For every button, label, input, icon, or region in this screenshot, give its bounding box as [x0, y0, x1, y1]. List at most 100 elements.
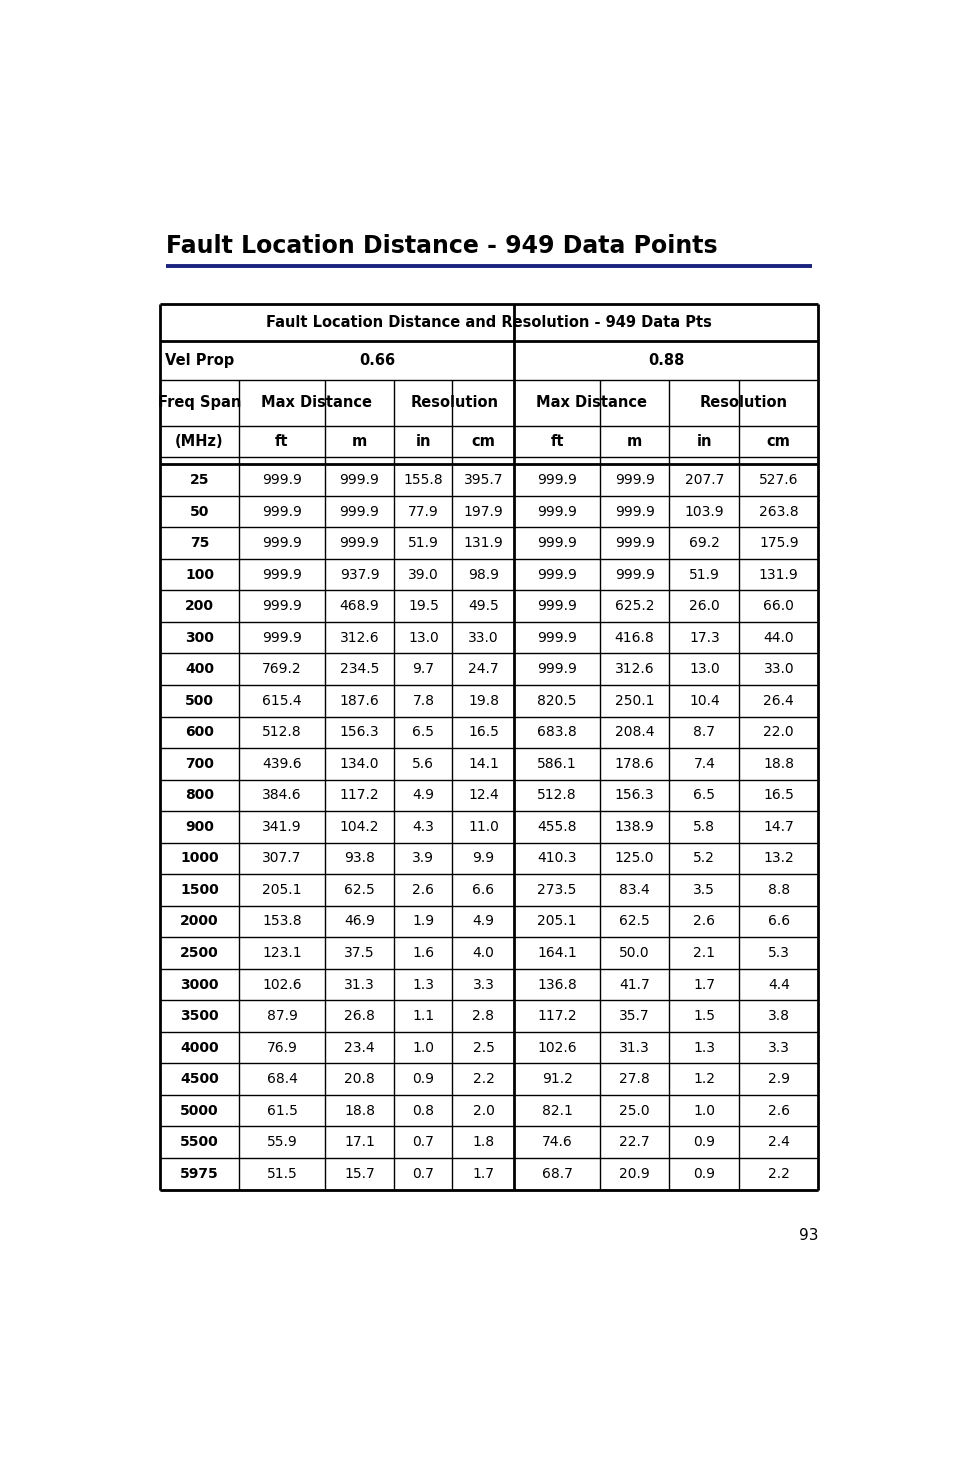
Text: 5.3: 5.3 [767, 945, 789, 960]
Text: 14.1: 14.1 [468, 757, 498, 771]
Text: 999.9: 999.9 [537, 599, 577, 614]
Text: 0.66: 0.66 [358, 353, 395, 367]
Text: 13.0: 13.0 [688, 662, 719, 676]
Text: 55.9: 55.9 [266, 1136, 297, 1149]
Text: 15.7: 15.7 [344, 1167, 375, 1181]
Text: 69.2: 69.2 [688, 535, 720, 550]
Text: 26.0: 26.0 [688, 599, 719, 614]
Text: 87.9: 87.9 [266, 1009, 297, 1024]
Text: 9.9: 9.9 [472, 851, 494, 866]
Text: 156.3: 156.3 [614, 788, 654, 802]
Text: 104.2: 104.2 [339, 820, 379, 833]
Text: 103.9: 103.9 [684, 504, 723, 519]
Text: 83.4: 83.4 [618, 884, 649, 897]
Text: 2.9: 2.9 [767, 1072, 789, 1086]
Text: Fault Location Distance - 949 Data Points: Fault Location Distance - 949 Data Point… [166, 235, 717, 258]
Text: cm: cm [471, 434, 495, 448]
Text: 312.6: 312.6 [614, 662, 654, 676]
Text: 207.7: 207.7 [684, 473, 723, 487]
Text: 1.0: 1.0 [693, 1103, 715, 1118]
Text: 307.7: 307.7 [262, 851, 301, 866]
Text: 7.8: 7.8 [412, 693, 434, 708]
Text: 6.5: 6.5 [693, 788, 715, 802]
Text: 1.1: 1.1 [412, 1009, 434, 1024]
Text: 999.9: 999.9 [537, 662, 577, 676]
Text: 18.8: 18.8 [344, 1103, 375, 1118]
Text: 91.2: 91.2 [541, 1072, 572, 1086]
Text: 0.9: 0.9 [412, 1072, 434, 1086]
Text: 999.9: 999.9 [614, 473, 654, 487]
Text: 23.4: 23.4 [344, 1041, 375, 1055]
Text: 41.7: 41.7 [618, 978, 649, 991]
Text: 93: 93 [798, 1229, 818, 1243]
Text: 6.5: 6.5 [412, 726, 434, 739]
Text: in: in [416, 434, 431, 448]
Text: 26.8: 26.8 [344, 1009, 375, 1024]
Text: 410.3: 410.3 [537, 851, 577, 866]
Text: 156.3: 156.3 [339, 726, 379, 739]
Text: 51.5: 51.5 [266, 1167, 297, 1181]
Text: 615.4: 615.4 [262, 693, 301, 708]
Text: 68.7: 68.7 [541, 1167, 572, 1181]
Text: 13.2: 13.2 [762, 851, 793, 866]
Text: 18.8: 18.8 [762, 757, 794, 771]
Text: 22.7: 22.7 [618, 1136, 649, 1149]
Text: 1.3: 1.3 [693, 1041, 715, 1055]
Text: 2.2: 2.2 [767, 1167, 789, 1181]
Text: 2.6: 2.6 [767, 1103, 789, 1118]
Text: 600: 600 [185, 726, 213, 739]
Text: 683.8: 683.8 [537, 726, 577, 739]
Text: 3.5: 3.5 [693, 884, 715, 897]
Text: 14.7: 14.7 [762, 820, 793, 833]
Text: 134.0: 134.0 [339, 757, 379, 771]
Text: 25.0: 25.0 [618, 1103, 649, 1118]
Text: Vel Prop: Vel Prop [165, 353, 233, 367]
Text: 5.2: 5.2 [693, 851, 715, 866]
Text: 1.7: 1.7 [693, 978, 715, 991]
Text: 999.9: 999.9 [614, 568, 654, 581]
Text: 131.9: 131.9 [758, 568, 798, 581]
Text: 0.9: 0.9 [693, 1167, 715, 1181]
Text: 11.0: 11.0 [468, 820, 498, 833]
Text: 123.1: 123.1 [262, 945, 301, 960]
Text: 395.7: 395.7 [463, 473, 503, 487]
Text: 82.1: 82.1 [541, 1103, 572, 1118]
Text: 3.3: 3.3 [767, 1041, 789, 1055]
Text: 35.7: 35.7 [618, 1009, 649, 1024]
Text: 999.9: 999.9 [262, 631, 301, 645]
Text: 17.3: 17.3 [688, 631, 719, 645]
Text: 439.6: 439.6 [262, 757, 301, 771]
Text: ft: ft [275, 434, 289, 448]
Text: 62.5: 62.5 [618, 914, 649, 928]
Text: m: m [626, 434, 641, 448]
Text: 937.9: 937.9 [339, 568, 379, 581]
Text: 4500: 4500 [180, 1072, 218, 1086]
Text: Freq Span: Freq Span [157, 395, 241, 410]
Text: 263.8: 263.8 [759, 504, 798, 519]
Text: 400: 400 [185, 662, 213, 676]
Text: Max Distance: Max Distance [536, 395, 647, 410]
Text: 455.8: 455.8 [537, 820, 577, 833]
Text: 25: 25 [190, 473, 209, 487]
Text: 178.6: 178.6 [614, 757, 654, 771]
Text: 4.9: 4.9 [472, 914, 494, 928]
Text: 3.8: 3.8 [767, 1009, 789, 1024]
Text: 2.6: 2.6 [693, 914, 715, 928]
Text: 999.9: 999.9 [537, 568, 577, 581]
Text: 999.9: 999.9 [339, 504, 379, 519]
Text: 100: 100 [185, 568, 213, 581]
Text: cm: cm [766, 434, 790, 448]
Text: Max Distance: Max Distance [261, 395, 372, 410]
Text: 999.9: 999.9 [537, 504, 577, 519]
Text: 10.4: 10.4 [688, 693, 719, 708]
Text: 527.6: 527.6 [759, 473, 798, 487]
Text: 33.0: 33.0 [762, 662, 793, 676]
Text: 17.1: 17.1 [344, 1136, 375, 1149]
Text: 5.6: 5.6 [412, 757, 434, 771]
Text: 512.8: 512.8 [262, 726, 301, 739]
Text: 19.8: 19.8 [468, 693, 498, 708]
Text: 175.9: 175.9 [759, 535, 798, 550]
Text: 999.9: 999.9 [339, 473, 379, 487]
Text: 136.8: 136.8 [537, 978, 577, 991]
Text: 312.6: 312.6 [339, 631, 379, 645]
